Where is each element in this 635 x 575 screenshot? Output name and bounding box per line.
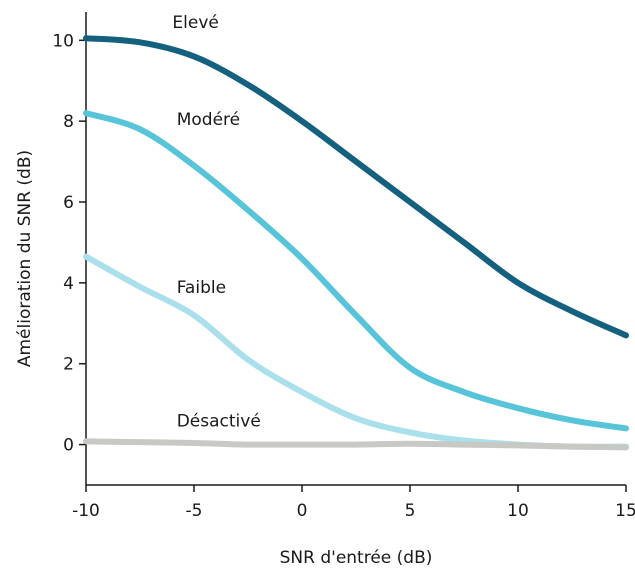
- y-ticks: 0 2 4 6 8 10: [52, 31, 86, 456]
- series-line-eleve: [83, 35, 629, 339]
- series-label-modere: Modéré: [177, 110, 240, 130]
- axes: [85, 12, 626, 486]
- y-tick-label: 0: [63, 436, 74, 456]
- x-tick-label: 10: [507, 501, 529, 521]
- x-tick-label: 0: [297, 501, 308, 521]
- series-line-desactive: [83, 438, 629, 451]
- y-tick-label: 2: [63, 355, 74, 375]
- series-label-desactive: Désactivé: [177, 411, 261, 431]
- y-tick-label: 4: [63, 274, 74, 294]
- series-lines: [83, 35, 629, 451]
- x-ticks: -10 -5 0 5 10 15: [72, 485, 635, 521]
- y-tick-label: 8: [63, 112, 74, 132]
- series-line-faible: [83, 253, 629, 450]
- x-tick-label: -10: [72, 501, 100, 521]
- y-tick-label: 6: [63, 193, 74, 213]
- series-label-eleve: Elevé: [172, 13, 218, 33]
- series-label-faible: Faible: [177, 278, 226, 298]
- x-tick-label: 5: [405, 501, 416, 521]
- x-tick-label: 15: [615, 501, 635, 521]
- series-line-modere: [83, 110, 629, 432]
- x-tick-label: -5: [186, 501, 203, 521]
- x-axis-title: SNR d'entrée (dB): [280, 548, 433, 568]
- y-tick-label: 10: [52, 31, 74, 51]
- y-axis-title: Amélioration du SNR (dB): [15, 150, 35, 367]
- series-labels: Elevé Modéré Faible Désactivé: [172, 13, 260, 431]
